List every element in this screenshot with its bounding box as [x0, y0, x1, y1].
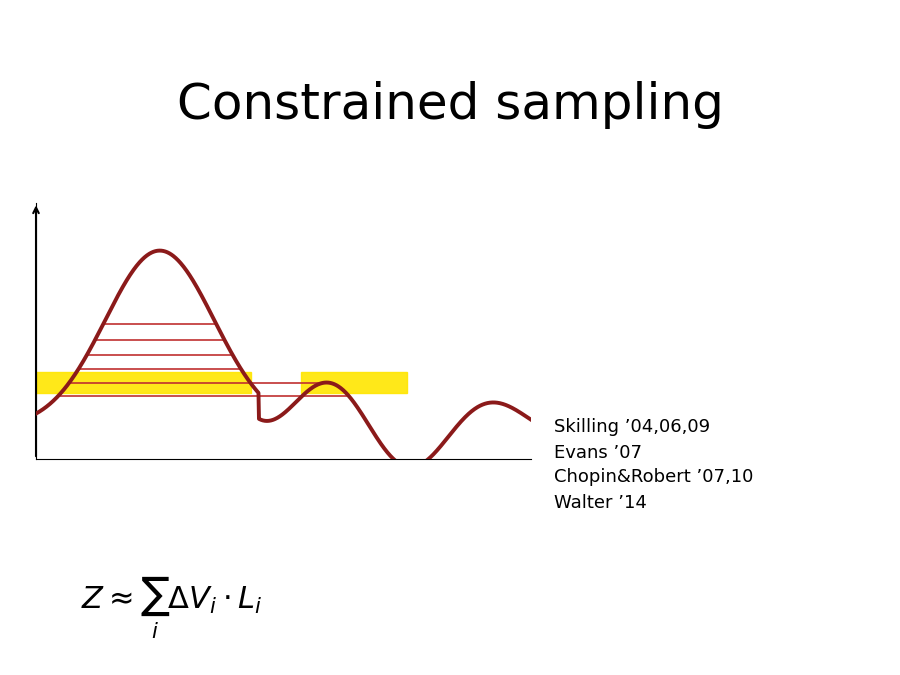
Text: $Z \approx \sum_i \Delta V_i \cdot L_i$: $Z \approx \sum_i \Delta V_i \cdot L_i$: [81, 574, 263, 641]
Text: Skilling ’04,06,09
Evans ’07
Chopin&Robert ’07,10
Walter ’14: Skilling ’04,06,09 Evans ’07 Chopin&Robe…: [554, 418, 753, 512]
Bar: [301, 373, 408, 394]
Text: Constrained sampling: Constrained sampling: [176, 81, 724, 129]
Bar: [36, 373, 251, 394]
